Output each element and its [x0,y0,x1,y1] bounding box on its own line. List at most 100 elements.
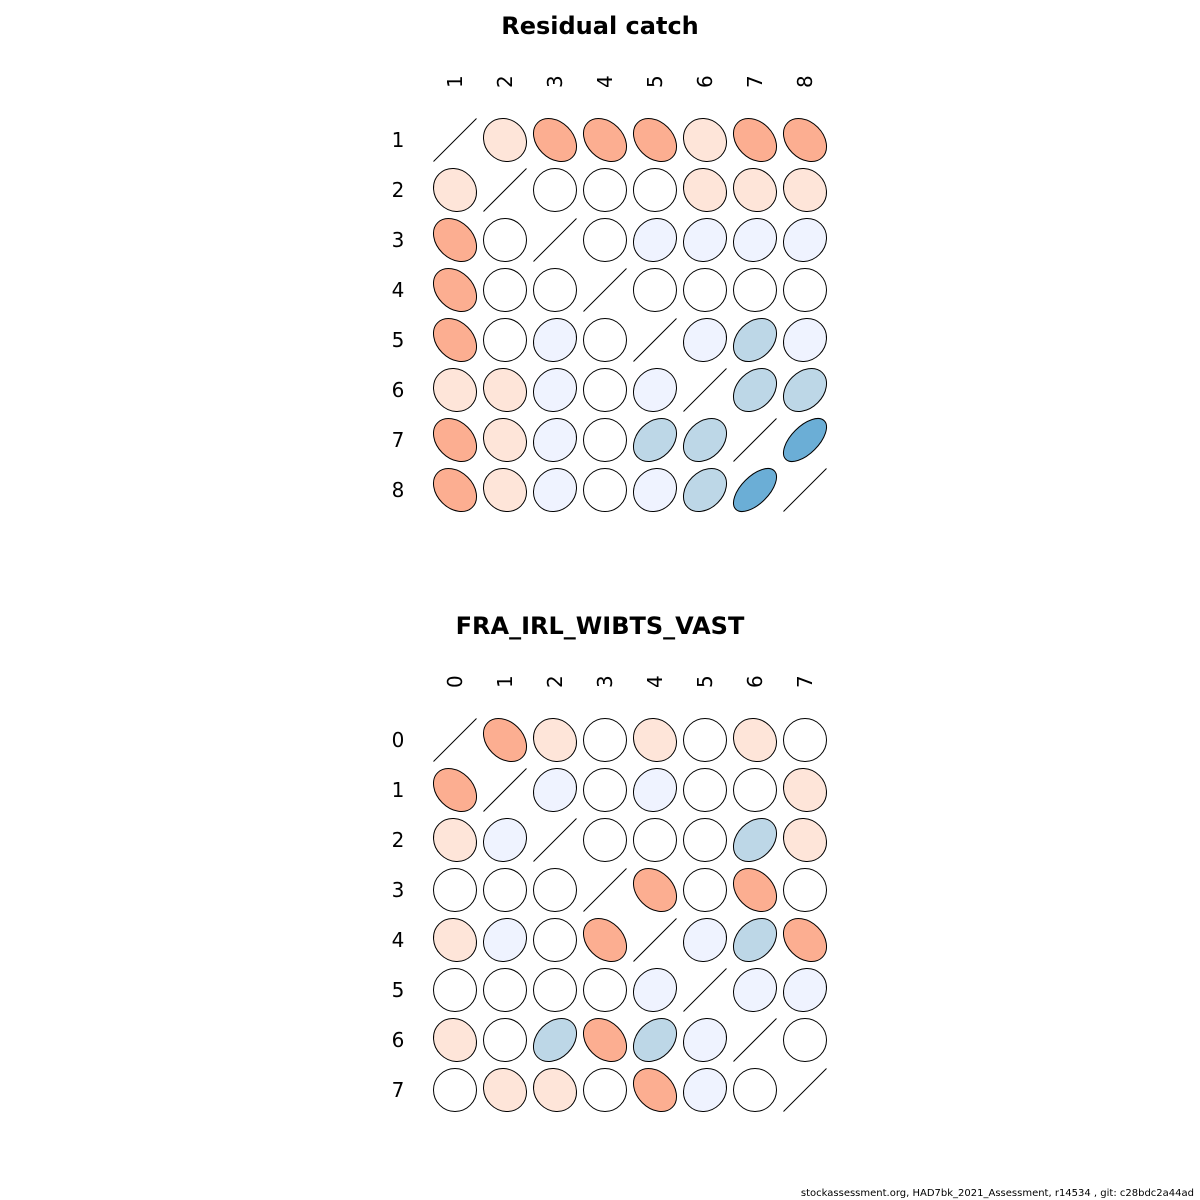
correlation-ellipse [633,168,677,212]
correlation-ellipse [433,1068,478,1112]
correlation-ellipse [632,1068,677,1113]
correlation-ellipse [732,868,777,913]
diagonal-mark [633,318,677,362]
correlation-ellipse [683,118,728,163]
correlation-ellipse [533,918,577,962]
row-tick-label: 2 [392,828,405,852]
correlation-ellipse [533,467,578,512]
correlation-ellipse [633,818,677,862]
chart-title: FRA_IRL_WIBTS_VAST [456,612,745,640]
correlation-ellipse [733,818,778,863]
correlation-ellipse [732,318,777,363]
row-tick-label: 5 [392,328,405,352]
diagonal-mark [483,768,527,812]
column-tick-label: 5 [693,675,717,688]
correlation-ellipse [683,217,728,262]
correlation-ellipse [483,218,527,262]
correlation-ellipse [733,768,777,812]
correlation-ellipse [432,1018,477,1063]
row-tick-label: 7 [392,428,405,452]
row-tick-label: 5 [392,978,405,1002]
correlation-ellipse [533,367,578,412]
diagonal-mark [433,718,477,762]
correlation-ellipse [483,268,527,312]
correlation-ellipse [632,868,677,913]
correlation-ellipse [782,768,827,813]
correlation-ellipse [783,968,828,1013]
column-tick-label: 5 [643,75,667,88]
correlation-ellipse [683,818,727,862]
correlation-ellipse [533,168,577,212]
column-tick-label: 4 [643,675,667,688]
correlation-ellipse [533,268,577,312]
correlation-ellipse [432,968,477,1012]
correlation-ellipse [632,718,677,763]
correlation-ellipse [582,918,627,963]
correlation-ellipse [632,418,677,463]
column-tick-label: 2 [543,675,567,688]
column-tick-label: 7 [793,675,817,688]
correlation-ellipse [733,1068,777,1112]
correlation-ellipse [732,117,777,162]
correlation-ellipse [783,317,828,362]
correlation-ellipse [583,968,627,1012]
correlation-ellipse [432,818,477,863]
diagonal-mark [683,968,727,1012]
diagonal-mark [483,168,527,212]
correlation-ellipse [783,217,828,262]
correlation-ellipse [482,718,527,763]
correlation-ellipse [483,118,528,163]
correlation-ellipse [782,368,827,413]
correlation-ellipse [433,218,478,263]
column-tick-label: 1 [443,75,467,88]
correlation-ellipse [782,117,827,162]
row-tick-label: 8 [392,478,405,502]
correlation-ellipse [783,417,828,462]
row-tick-label: 6 [392,378,405,402]
correlation-ellipse [683,1018,728,1063]
row-tick-label: 3 [392,228,405,252]
row-tick-label: 0 [392,728,405,752]
correlation-ellipse [483,868,527,912]
diagonal-mark [633,918,677,962]
correlation-ellipse [682,1067,727,1112]
correlation-ellipse [633,367,678,412]
correlation-ellipse [532,718,577,763]
correlation-ellipse [583,768,627,812]
correlation-ellipse [783,868,827,912]
correlation-ellipse [532,117,577,162]
correlation-ellipse [633,268,677,312]
diagonal-mark [433,118,477,162]
column-tick-label: 2 [493,75,517,88]
row-tick-label: 7 [392,1078,405,1102]
correlation-ellipse [682,418,727,463]
correlation-ellipse [533,968,577,1012]
correlation-ellipse [433,318,478,363]
diagonal-mark [583,868,627,912]
correlation-ellipse [483,1067,528,1112]
row-tick-label: 2 [392,178,405,202]
correlation-ellipse [483,1018,527,1062]
correlation-ellipse [633,968,678,1013]
row-tick-label: 4 [392,278,405,302]
correlation-ellipse [433,868,478,912]
column-tick-label: 6 [693,75,717,88]
correlation-ellipse [733,217,778,262]
correlation-ellipse [683,768,727,812]
correlation-ellipse [733,268,777,312]
correlation-ellipse [533,868,577,912]
correlation-ellipse [583,718,627,762]
correlation-ellipse [733,467,778,512]
correlation-ellipse [583,368,627,412]
correlation-ellipse [533,417,578,462]
correlation-ellipse [683,317,728,362]
correlation-ellipse [783,718,827,762]
correlation-ellipse [783,168,828,213]
correlation-ellipse [633,467,678,512]
diagonal-mark [533,218,577,262]
correlation-ellipse [582,117,627,162]
diagonal-mark [733,1018,777,1062]
correlation-ellipse [633,1018,678,1063]
correlation-ellipse [583,418,627,462]
